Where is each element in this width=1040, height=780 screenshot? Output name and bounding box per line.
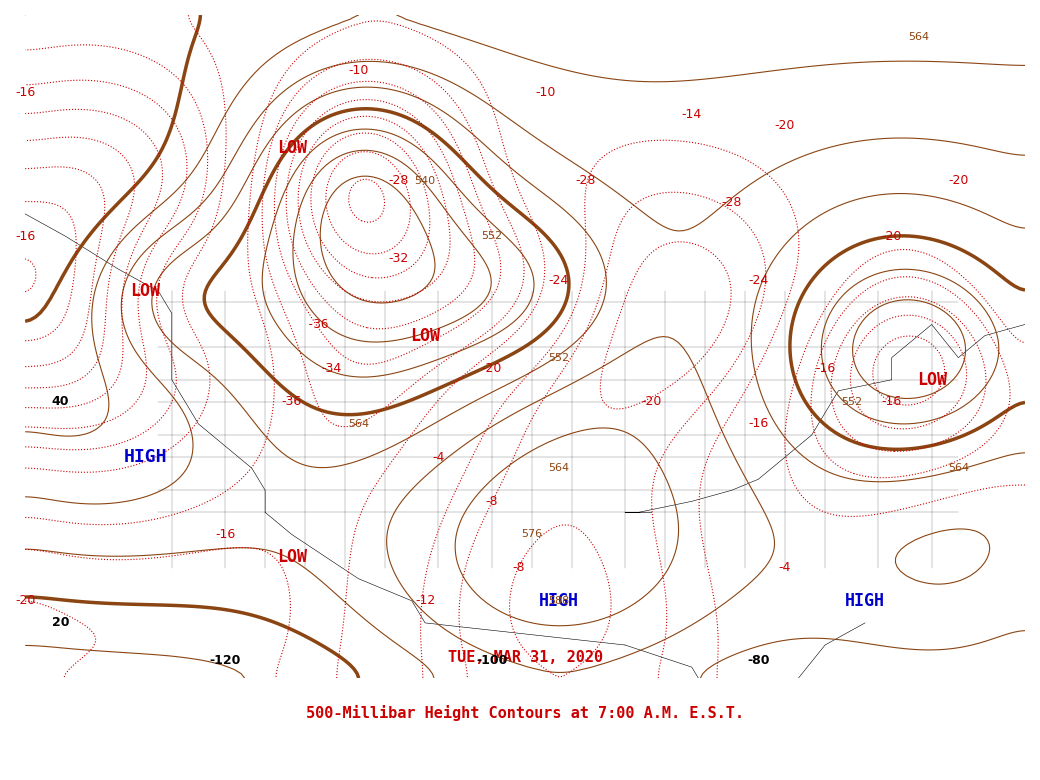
Text: -20: -20 [15, 594, 35, 608]
Text: -24: -24 [548, 274, 569, 287]
Text: 40: 40 [52, 395, 70, 409]
Text: -8: -8 [486, 495, 498, 508]
Text: -24: -24 [748, 274, 769, 287]
Text: -32: -32 [388, 252, 409, 264]
Text: -10: -10 [535, 86, 555, 99]
Text: 564: 564 [348, 419, 369, 429]
Text: -28: -28 [722, 197, 742, 209]
Text: 564: 564 [548, 463, 569, 473]
Text: LOW: LOW [277, 139, 307, 157]
Text: 552: 552 [548, 353, 569, 363]
Text: 20: 20 [52, 616, 70, 629]
Text: HIGH: HIGH [124, 448, 166, 466]
Text: -20: -20 [948, 174, 968, 187]
Text: -8: -8 [512, 561, 524, 574]
Text: -16: -16 [882, 395, 902, 409]
Text: -4: -4 [433, 451, 445, 463]
Text: -20: -20 [642, 395, 661, 409]
Text: -34: -34 [321, 362, 342, 375]
Text: LOW: LOW [277, 548, 307, 566]
Text: -16: -16 [748, 417, 769, 431]
Text: 552: 552 [841, 397, 862, 407]
Text: HIGH: HIGH [846, 592, 885, 610]
Text: 576: 576 [521, 530, 542, 540]
Text: -20: -20 [482, 362, 502, 375]
Text: -36: -36 [282, 395, 302, 409]
Text: -36: -36 [307, 318, 330, 331]
Text: -12: -12 [415, 594, 435, 608]
Text: 588: 588 [548, 596, 569, 606]
Text: -16: -16 [215, 528, 235, 541]
Text: HIGH: HIGH [539, 592, 578, 610]
Text: 552: 552 [482, 231, 502, 241]
Text: -16: -16 [15, 86, 35, 99]
Text: -120: -120 [209, 654, 241, 667]
Text: LOW: LOW [130, 282, 160, 300]
Text: 540: 540 [415, 176, 436, 186]
Text: 564: 564 [947, 463, 969, 473]
Text: -4: -4 [779, 561, 791, 574]
Text: -16: -16 [815, 362, 835, 375]
Text: LOW: LOW [410, 327, 440, 345]
Text: 500-Millibar Height Contours at 7:00 A.M. E.S.T.: 500-Millibar Height Contours at 7:00 A.M… [306, 704, 744, 721]
Text: LOW: LOW [916, 370, 946, 388]
Text: -20: -20 [882, 229, 902, 243]
Text: -20: -20 [775, 119, 796, 132]
Text: -100: -100 [476, 654, 508, 667]
Text: -10: -10 [348, 64, 368, 76]
Text: -16: -16 [15, 229, 35, 243]
Text: -80: -80 [747, 654, 770, 667]
Text: -28: -28 [575, 174, 595, 187]
Text: -14: -14 [681, 108, 702, 121]
Text: -28: -28 [388, 174, 409, 187]
Text: TUE, MAR 31, 2020: TUE, MAR 31, 2020 [447, 650, 602, 665]
Text: 564: 564 [908, 32, 929, 42]
